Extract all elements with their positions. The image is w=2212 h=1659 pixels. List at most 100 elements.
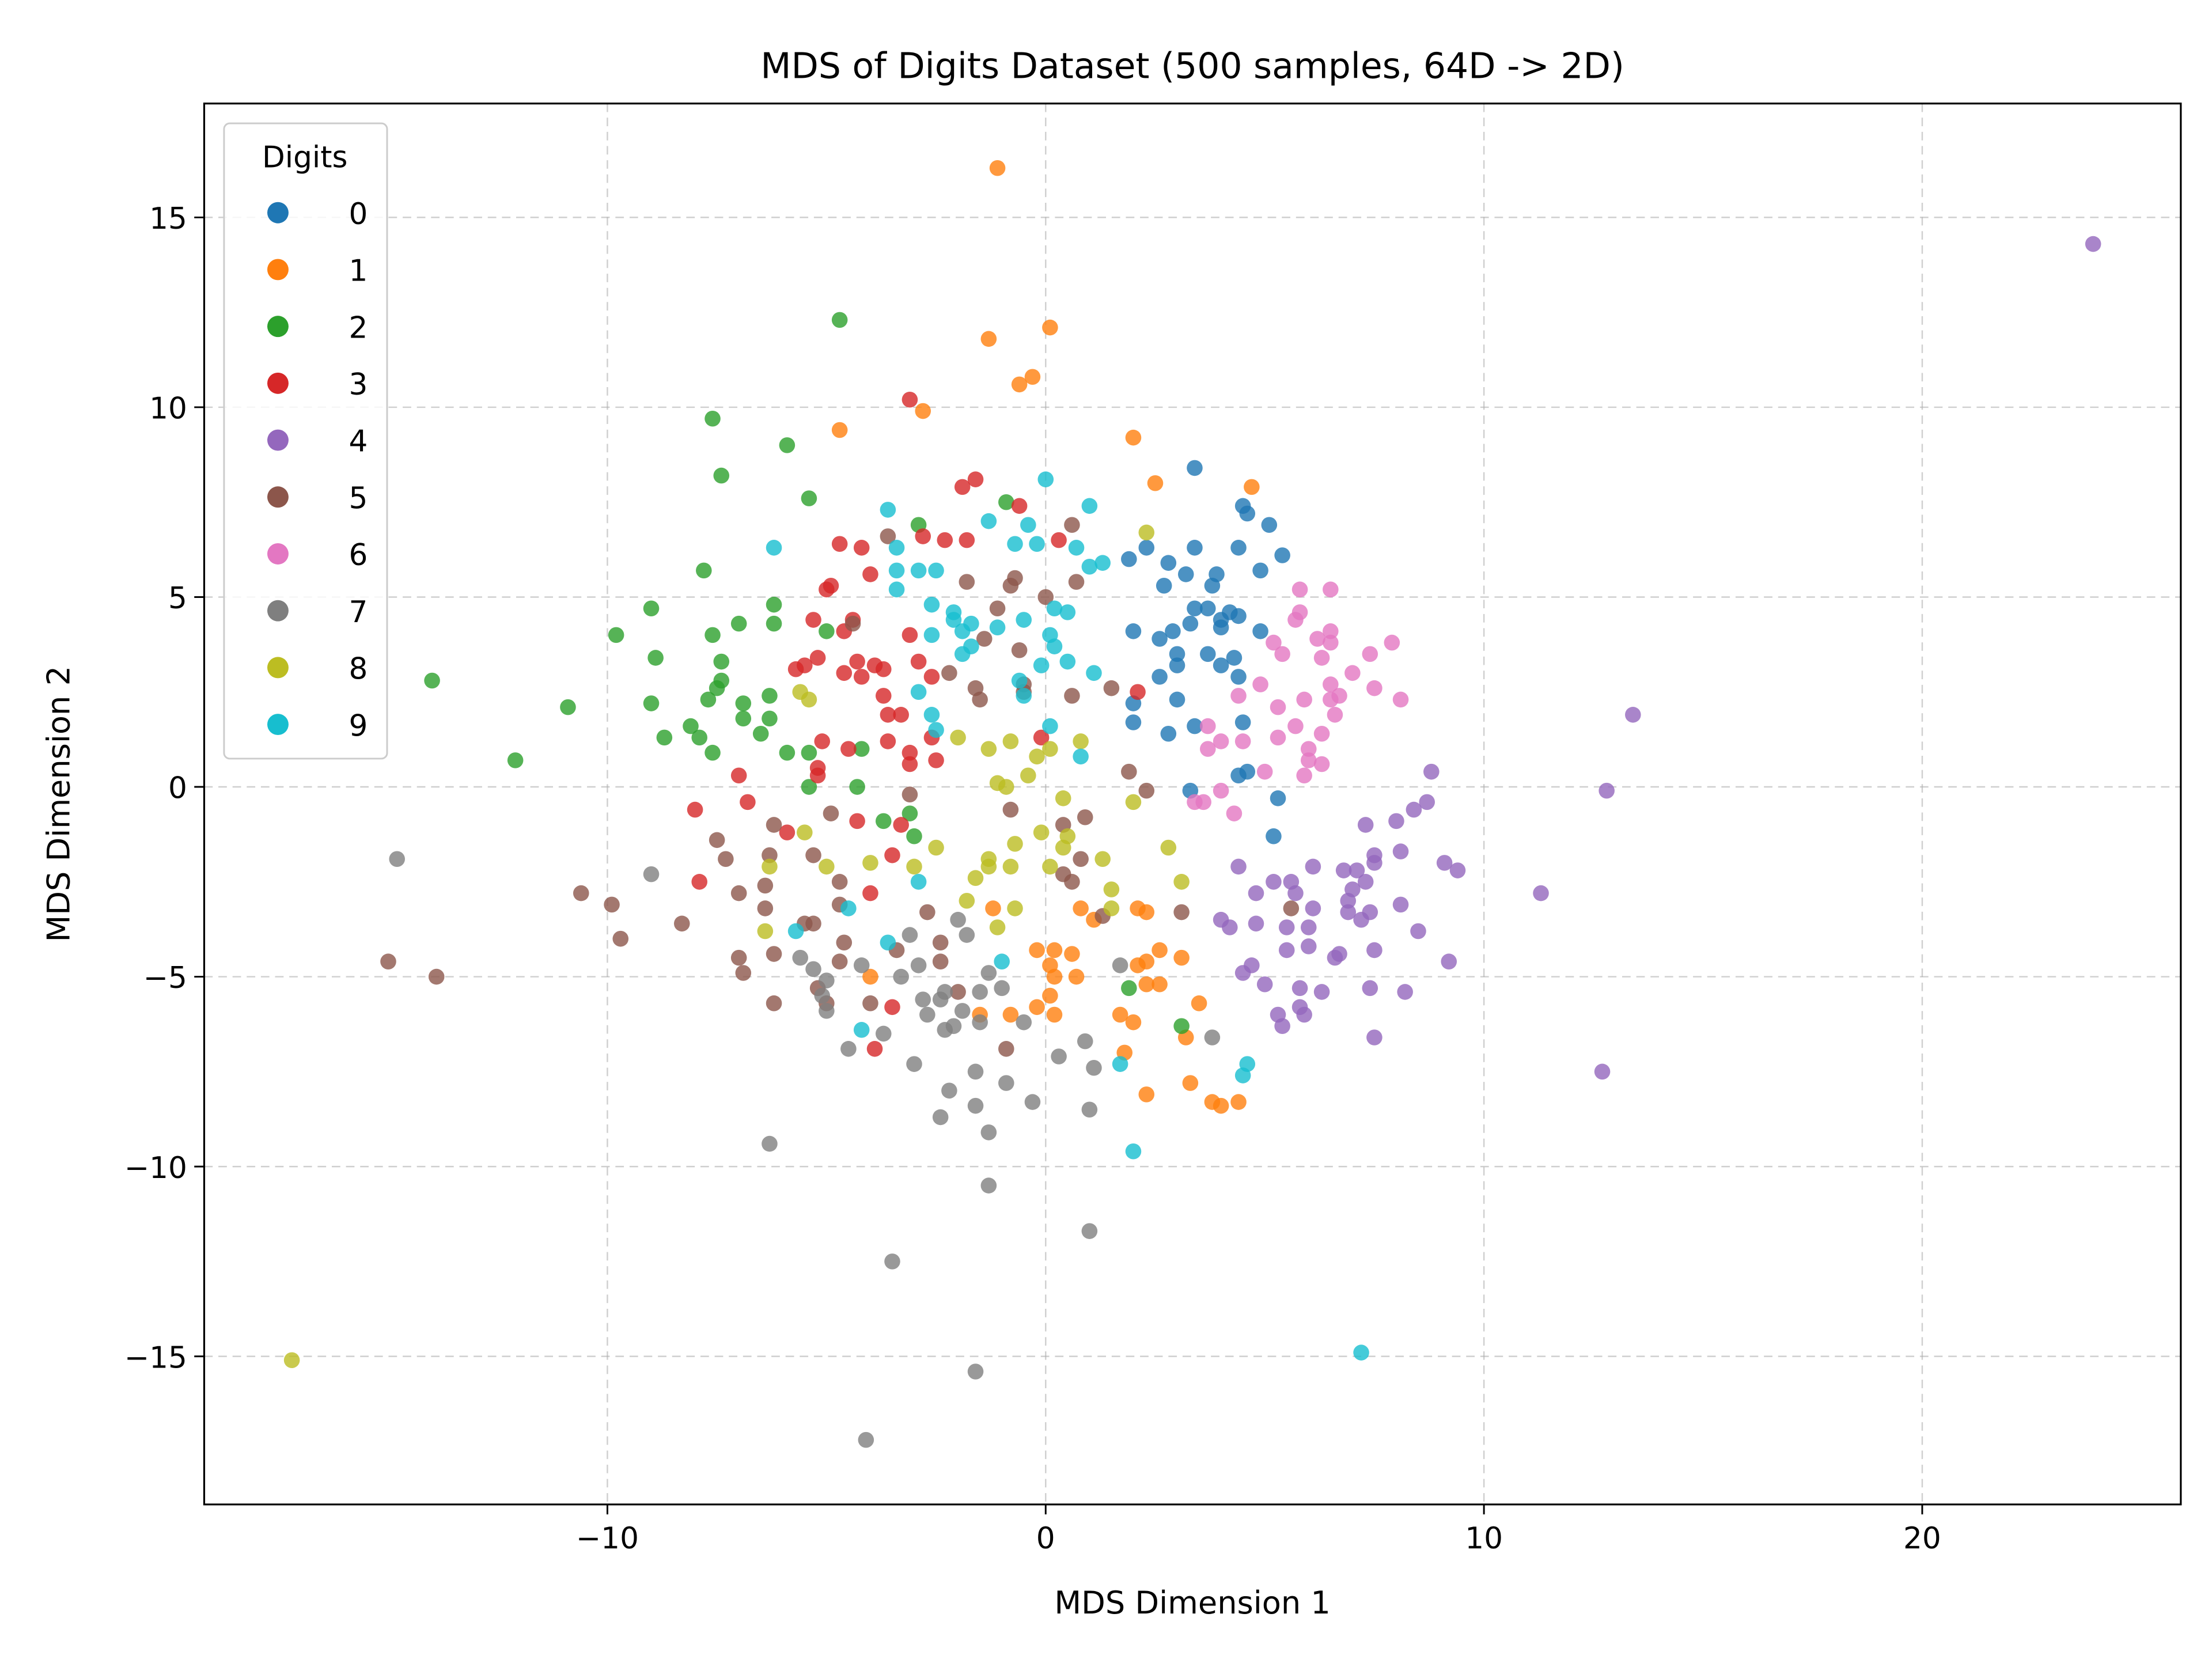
point-digit-6 [1327, 707, 1343, 723]
point-digit-4 [1357, 874, 1374, 890]
point-digit-0 [1199, 600, 1216, 617]
point-digit-2 [709, 680, 725, 696]
point-digit-5 [1064, 517, 1080, 533]
point-digit-0 [1234, 714, 1251, 730]
point-digit-3 [937, 532, 953, 548]
point-digit-9 [1016, 612, 1032, 628]
point-digit-8 [967, 870, 984, 886]
point-digit-4 [1331, 946, 1347, 962]
point-digit-4 [1366, 855, 1382, 871]
point-digit-1 [1173, 949, 1190, 966]
point-digit-4 [1625, 707, 1641, 723]
point-digit-3 [954, 479, 971, 495]
point-digit-1 [1244, 479, 1260, 495]
point-digit-5 [1064, 874, 1080, 890]
point-digit-6 [1252, 676, 1268, 692]
point-digit-5 [1007, 570, 1023, 586]
legend-marker-1 [267, 259, 289, 281]
point-digit-1 [1138, 953, 1155, 969]
point-digit-9 [928, 722, 944, 738]
point-digit-9 [1059, 604, 1076, 620]
point-digit-5 [941, 665, 957, 681]
point-digit-7 [937, 984, 953, 1000]
legend-box [223, 122, 388, 760]
point-digit-5 [709, 832, 725, 849]
legend-marker-8 [267, 657, 289, 679]
point-digit-4 [1305, 858, 1321, 875]
point-digit-5 [380, 953, 396, 969]
point-digit-4 [1392, 896, 1409, 913]
point-digit-9 [1073, 748, 1089, 765]
point-digit-6 [1313, 756, 1330, 772]
point-digit-2 [700, 691, 717, 708]
point-digit-2 [656, 729, 673, 746]
point-digit-1 [1191, 995, 1207, 1012]
point-digit-5 [932, 953, 949, 969]
point-digit-2 [560, 699, 576, 715]
point-digit-5 [831, 953, 848, 969]
point-digit-7 [906, 1056, 922, 1072]
point-digit-2 [902, 805, 918, 821]
point-digit-6 [1296, 691, 1312, 708]
point-digit-9 [1068, 540, 1085, 556]
data-points [283, 160, 2101, 1448]
point-digit-2 [801, 744, 817, 761]
point-digit-1 [1046, 1006, 1063, 1023]
point-digit-5 [805, 915, 821, 932]
point-digit-6 [1392, 691, 1409, 708]
point-digit-1 [1011, 376, 1028, 393]
point-digit-2 [1121, 980, 1137, 997]
x-tick-label: 0 [1036, 1521, 1055, 1556]
point-digit-9 [910, 874, 927, 890]
point-digit-8 [797, 824, 813, 840]
point-digit-5 [1002, 801, 1019, 818]
point-digit-7 [980, 1124, 997, 1141]
point-digit-0 [1270, 790, 1286, 806]
legend-marker-6 [267, 543, 289, 565]
point-digit-0 [1252, 562, 1268, 579]
point-digit-3 [809, 767, 826, 784]
point-digit-8 [1055, 790, 1071, 806]
point-digit-0 [1230, 669, 1247, 685]
point-digit-6 [1230, 688, 1247, 704]
point-digit-4 [1599, 782, 1615, 799]
point-digit-7 [967, 1063, 984, 1080]
point-digit-2 [608, 627, 624, 643]
point-digit-4 [1441, 953, 1457, 969]
point-digit-7 [972, 1014, 988, 1031]
point-digit-6 [1291, 581, 1308, 598]
point-digit-0 [1226, 650, 1243, 666]
point-digit-9 [928, 562, 944, 579]
point-digit-1 [1002, 1006, 1019, 1023]
point-digit-0 [1187, 540, 1203, 556]
point-digit-5 [880, 528, 896, 544]
y-tick-label: 0 [168, 771, 187, 806]
point-digit-7 [814, 987, 831, 1004]
point-digit-4 [1419, 794, 1435, 810]
point-digit-4 [1248, 915, 1264, 932]
legend-marker-0 [267, 202, 289, 224]
point-digit-1 [1138, 1086, 1155, 1103]
point-digit-8 [989, 919, 1006, 935]
point-digit-9 [1059, 653, 1076, 670]
point-digit-7 [1051, 1048, 1067, 1065]
point-digit-1 [1138, 904, 1155, 921]
point-digit-9 [923, 596, 940, 613]
point-digit-8 [980, 741, 997, 757]
point-digit-4 [2085, 236, 2101, 252]
point-digit-3 [836, 665, 853, 681]
point-digit-3 [880, 733, 896, 749]
legend-marker-7 [267, 600, 289, 622]
point-digit-5 [604, 896, 620, 913]
point-digit-1 [980, 331, 997, 347]
point-digit-3 [849, 653, 865, 670]
point-digit-6 [1266, 634, 1282, 651]
point-digit-4 [1244, 957, 1260, 974]
point-digit-0 [1266, 828, 1282, 844]
point-digit-6 [1344, 665, 1361, 681]
point-digit-7 [819, 1003, 835, 1019]
point-digit-2 [713, 467, 730, 484]
series-digit-9 [766, 471, 1369, 1361]
point-digit-6 [1226, 805, 1243, 821]
